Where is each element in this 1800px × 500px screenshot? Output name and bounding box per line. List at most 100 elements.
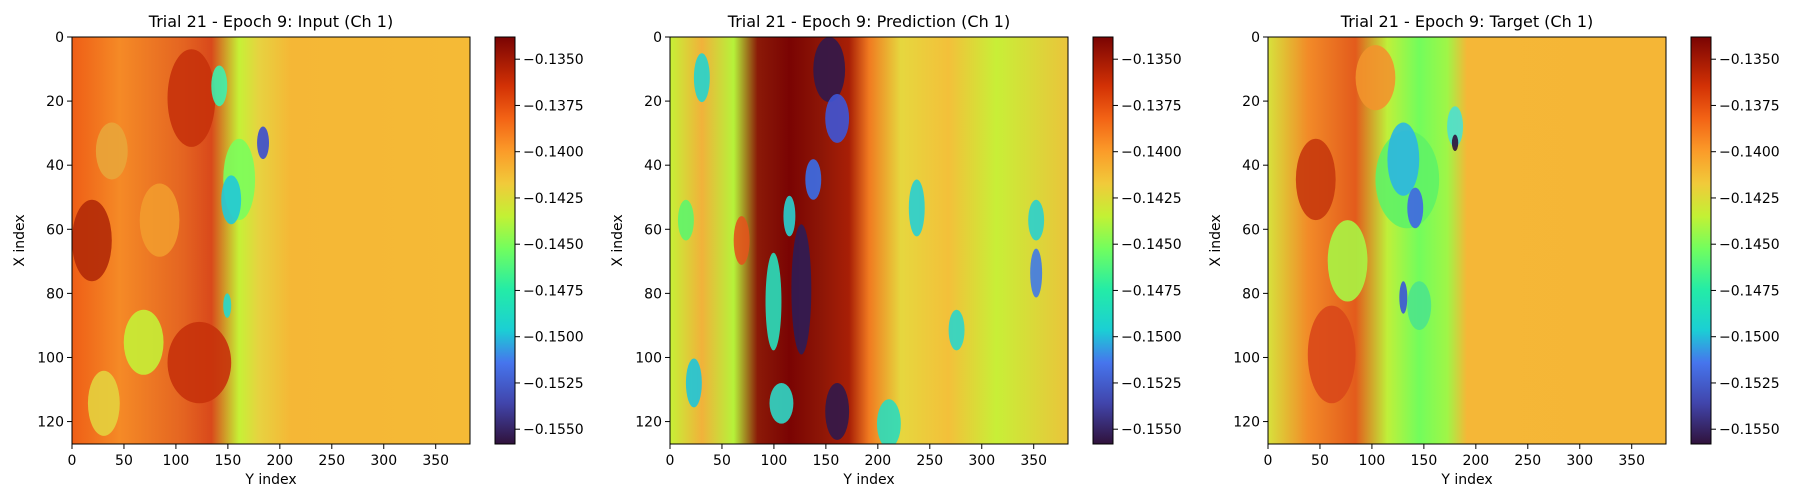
colorbar-tick-label: −0.1525 <box>523 376 584 392</box>
colorbar-tick-label: −0.1550 <box>1121 422 1182 438</box>
colorbar-tick-label: −0.1350 <box>1121 52 1182 68</box>
colorbar-tick-label: −0.1450 <box>1121 237 1182 253</box>
heatmap-feature <box>221 175 242 225</box>
plot-frame <box>71 36 471 445</box>
x-tick-label: 200 <box>1462 453 1489 469</box>
y-tick-label: 40 <box>644 158 662 174</box>
heatmap-feature <box>1447 106 1464 147</box>
colorbar-tick-label: −0.1375 <box>523 98 584 114</box>
heatmap-feature <box>733 216 750 265</box>
x-tick-label: 150 <box>215 453 242 469</box>
x-tick-label: 150 <box>813 453 840 469</box>
colorbar <box>1092 36 1114 445</box>
colorbar-tick-label: −0.1525 <box>1121 376 1182 392</box>
y-tick-label: 0 <box>653 30 662 46</box>
x-tick-label: 0 <box>666 453 675 469</box>
heatmap-feature <box>257 126 270 160</box>
heatmap-feature <box>1028 199 1045 241</box>
plot-frame <box>669 36 1069 445</box>
colorbar-tick-label: −0.1375 <box>1719 98 1780 114</box>
heatmap-feature <box>769 382 794 424</box>
y-tick-label: 120 <box>1233 415 1260 431</box>
heatmap-feature <box>139 183 180 257</box>
heatmap-feature <box>1355 45 1396 111</box>
colorbar-tick-label: −0.1550 <box>523 422 584 438</box>
x-tick-label: 100 <box>1359 453 1386 469</box>
colorbar-tick-label: −0.1350 <box>1719 52 1780 68</box>
y-tick-label: 60 <box>644 222 662 238</box>
colorbar-tick-label: −0.1500 <box>1719 330 1780 346</box>
heatmap-feature <box>1327 220 1368 302</box>
chart-title: Trial 21 - Epoch 9: Input (Ch 1) <box>148 12 393 31</box>
x-tick-label: 100 <box>163 453 190 469</box>
y-tick-label: 0 <box>55 30 64 46</box>
colorbar-tick-label: −0.1425 <box>523 191 584 207</box>
x-tick-label: 200 <box>266 453 293 469</box>
heatmap-panel-target: Trial 21 - Epoch 9: Target (Ch 1) 0 50 100 1… <box>1208 12 1780 488</box>
heatmap-feature <box>765 252 782 351</box>
y-tick-label: 20 <box>1242 94 1260 110</box>
x-tick-label: 350 <box>1020 453 1047 469</box>
chart-title: Trial 21 - Epoch 9: Target (Ch 1) <box>1340 12 1593 31</box>
chart-title: Trial 21 - Epoch 9: Prediction (Ch 1) <box>727 12 1010 31</box>
heatmap-feature <box>791 224 812 355</box>
y-tick-label: 120 <box>37 415 64 431</box>
colorbar-tick-label: −0.1450 <box>523 237 584 253</box>
colorbar-tick-label: −0.1500 <box>1121 330 1182 346</box>
heatmap-feature <box>1307 305 1356 404</box>
heatmap-feature <box>72 199 112 282</box>
y-tick-label: 120 <box>635 415 662 431</box>
y-tick-label: 20 <box>46 94 64 110</box>
x-tick-label: 150 <box>1411 453 1438 469</box>
x-tick-label: 350 <box>1618 453 1645 469</box>
heatmap-feature <box>211 65 228 107</box>
x-tick-label: 0 <box>68 453 77 469</box>
heatmap-feature <box>1295 138 1336 221</box>
x-tick-label: 50 <box>713 453 731 469</box>
heatmap-feature <box>1407 281 1432 331</box>
colorbar-tick-label: −0.1400 <box>1719 145 1780 161</box>
y-axis-label: X index <box>610 214 626 266</box>
heatmap-feature <box>167 49 216 147</box>
y-tick-label: 40 <box>1242 158 1260 174</box>
colorbar-tick-label: −0.1525 <box>1719 376 1780 392</box>
x-axis-label: Y index <box>1440 472 1492 488</box>
x-tick-label: 100 <box>761 453 788 469</box>
x-tick-label: 300 <box>968 453 995 469</box>
y-tick-label: 80 <box>644 286 662 302</box>
heatmap-features <box>72 49 270 436</box>
heatmap-feature <box>123 309 164 375</box>
heatmap-features <box>1295 45 1464 404</box>
colorbar-tick-label: −0.1375 <box>1121 98 1182 114</box>
x-tick-label: 250 <box>916 453 943 469</box>
y-tick-label: 60 <box>1242 222 1260 238</box>
heatmap-feature <box>1387 122 1420 196</box>
colorbar-tick-label: −0.1425 <box>1719 191 1780 207</box>
colorbar-tick-label: −0.1475 <box>523 283 584 299</box>
plot-frame <box>1267 36 1667 445</box>
heatmap-feature <box>813 37 846 103</box>
heatmap-feature <box>825 93 850 143</box>
y-tick-label: 100 <box>635 350 662 366</box>
y-tick-label: 100 <box>1233 350 1260 366</box>
y-tick-label: 80 <box>46 286 64 302</box>
y-tick-label: 40 <box>46 158 64 174</box>
colorbar-tick-label: −0.1350 <box>523 52 584 68</box>
heatmap-feature <box>783 195 796 237</box>
heatmap-feature <box>908 179 925 237</box>
y-tick-label: 100 <box>37 350 64 366</box>
heatmap-feature <box>167 321 232 404</box>
heatmap-feature <box>87 370 120 436</box>
y-axis-label: X index <box>12 214 28 266</box>
heatmap-feature <box>223 293 232 318</box>
colorbar-tick-label: −0.1450 <box>1719 237 1780 253</box>
heatmap-feature <box>685 358 702 408</box>
colorbar <box>494 36 516 445</box>
heatmap-image <box>670 37 1068 444</box>
heatmap-image <box>72 37 470 444</box>
heatmap-feature <box>805 159 822 200</box>
y-tick-label: 20 <box>644 94 662 110</box>
heatmap-feature <box>95 122 128 180</box>
